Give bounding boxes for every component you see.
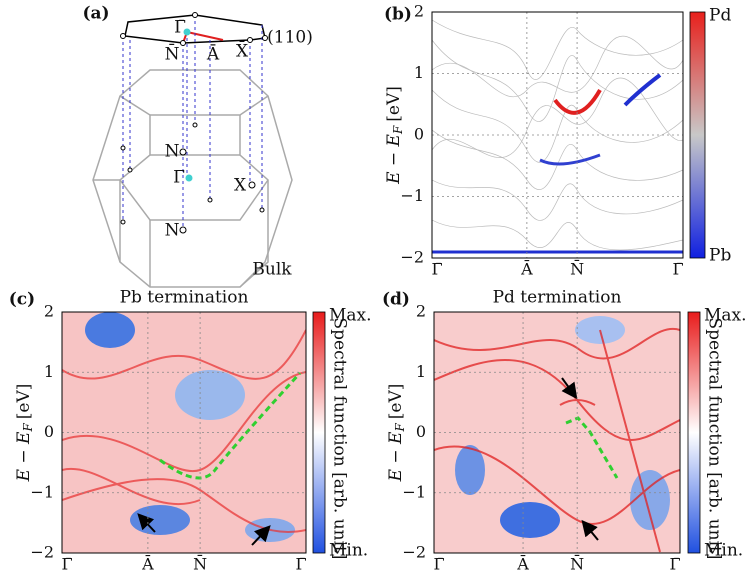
y-label-sub: F: [21, 423, 35, 433]
x-tick-label: Γ̄: [669, 555, 680, 574]
colorbar-label: Spectral function [arb. unit]: [705, 318, 725, 560]
point-label: Γ: [173, 168, 185, 188]
y-tick-label: 2: [416, 302, 426, 321]
y-tick-label: −2: [400, 248, 424, 267]
x-tick-label: Ā: [141, 554, 154, 574]
point-label: N: [165, 221, 180, 241]
y-tick-label: 1: [416, 362, 426, 381]
panel-label: (a): [82, 4, 109, 24]
point-label: (110): [267, 28, 313, 48]
y-tick-label: 2: [414, 2, 424, 21]
x-tick-label: Γ̄: [61, 555, 72, 574]
y-label-main: E − E: [386, 431, 406, 482]
panel-label: (b): [384, 5, 412, 25]
colorbar-min: Min.: [704, 541, 743, 561]
panel-label: (c): [9, 290, 35, 310]
y-tick-label: 2: [44, 302, 54, 321]
y-tick-label: 0: [414, 125, 424, 144]
y-tick-label: −1: [402, 482, 426, 501]
y-tick-label: 1: [44, 362, 54, 381]
colorbar-label: Spectral function [arb. unit]: [330, 318, 350, 560]
y-tick-label: −2: [30, 543, 54, 562]
spectral-map: [62, 312, 306, 553]
plot-frame: [433, 311, 681, 554]
x-tick-label: Γ̄: [672, 260, 683, 279]
x-tick-label: Γ̄: [433, 555, 444, 574]
point-label: X: [234, 176, 247, 196]
y-label-sub: F: [391, 125, 405, 135]
colorbar-max: Pd: [709, 6, 731, 26]
x-tick-label: N̄: [570, 258, 584, 279]
colorbar-min: Min.: [329, 541, 368, 561]
panel-title: Pd termination: [493, 288, 622, 308]
x-tick-label: Ā: [520, 259, 533, 279]
x-tick-label: Ā: [516, 554, 529, 574]
y-label-unit: [eV]: [14, 384, 34, 420]
y-tick-label: −2: [402, 543, 426, 562]
point-label: Ā: [206, 44, 220, 65]
y-axis-label: E − EF [eV]: [14, 384, 35, 483]
plot-frame: [431, 11, 684, 259]
panel-title: Pb termination: [120, 288, 249, 308]
x-tick-label: N̄: [193, 553, 207, 574]
colorbar: [687, 311, 701, 554]
y-tick-label: −1: [30, 482, 54, 501]
plot-frame: [61, 311, 307, 554]
x-tick-label: N̄: [570, 553, 584, 574]
x-tick-label: Γ̄: [295, 555, 306, 574]
point-label: N: [165, 142, 180, 162]
y-label-unit: [eV]: [386, 384, 406, 420]
point-label: X̄: [236, 39, 249, 61]
point-label: Bulk: [252, 260, 292, 280]
point-label: N̄: [165, 42, 180, 64]
y-label-unit: [eV]: [384, 86, 404, 122]
panel-label: (d): [382, 290, 410, 310]
y-label-main: E − E: [384, 133, 404, 184]
y-tick-label: 0: [44, 422, 54, 441]
band-structure: [432, 19, 683, 254]
y-axis-label: E − EF [eV]: [384, 86, 405, 185]
point-label: Γ̄: [174, 18, 186, 38]
y-axis-label: E − EF [eV]: [386, 384, 407, 483]
y-tick-label: 0: [416, 422, 426, 441]
colorbar: [312, 311, 326, 554]
colorbar-max: Max.: [329, 306, 372, 326]
y-label-sub: F: [393, 423, 407, 433]
y-tick-label: 1: [414, 63, 424, 82]
colorbar-max: Max.: [704, 306, 747, 326]
y-tick-label: −1: [400, 186, 424, 205]
x-tick-label: Γ̄: [431, 260, 442, 279]
brillouin-zone: [92, 12, 293, 288]
colorbar: [689, 11, 706, 259]
colorbar-min: Pb: [709, 246, 731, 266]
y-label-main: E − E: [14, 431, 34, 482]
